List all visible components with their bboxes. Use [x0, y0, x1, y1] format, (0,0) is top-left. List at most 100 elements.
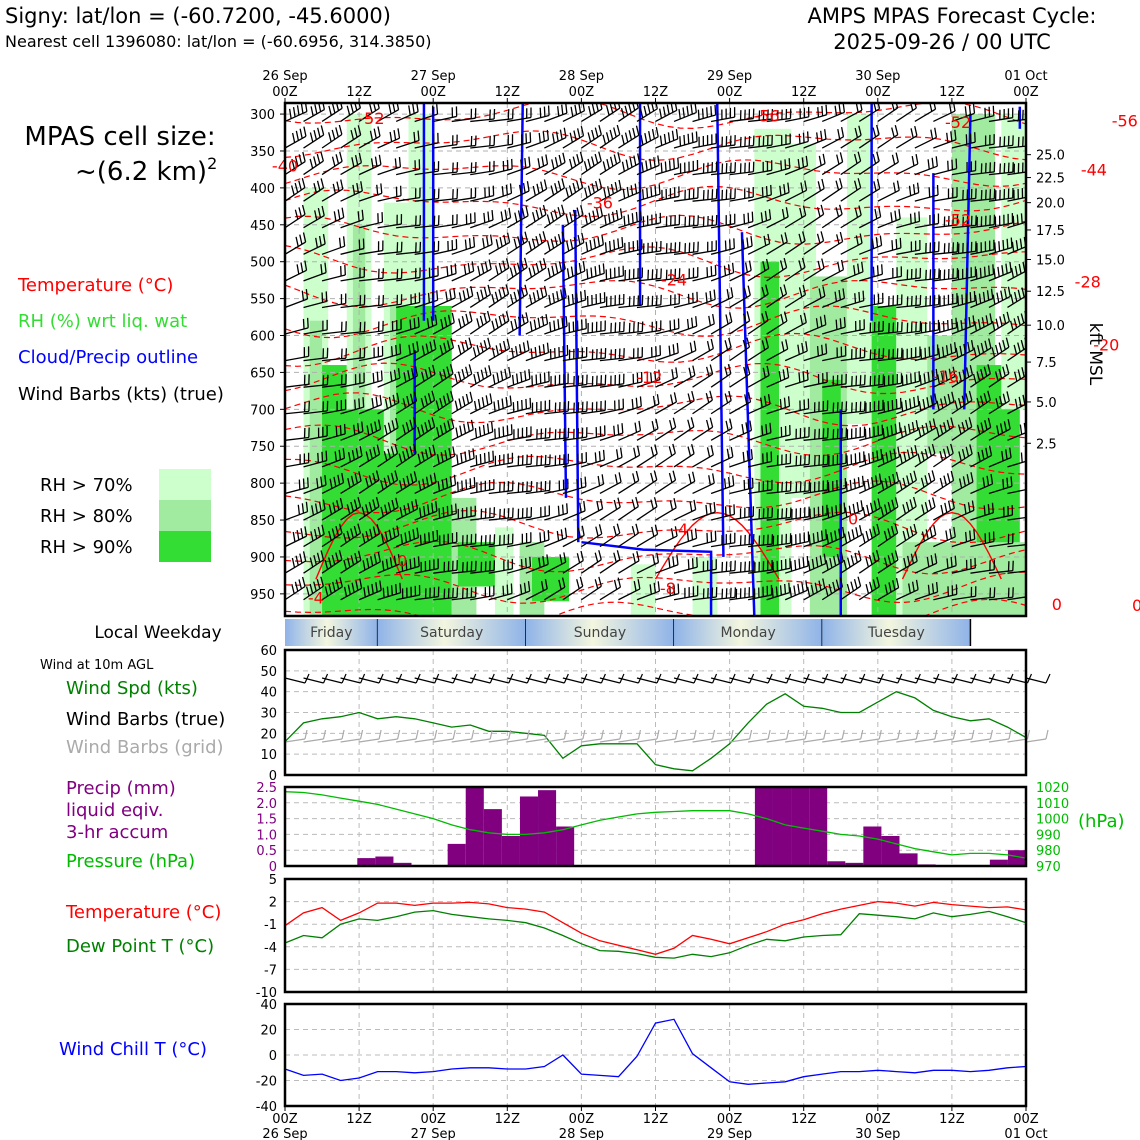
wind-barb-feather: [316, 153, 321, 164]
wind-barb-feather: [1006, 477, 1009, 488]
wind-barb-feather: [928, 499, 932, 510]
temp-contour-11: [285, 424, 1026, 457]
wind-barb-feather: [334, 451, 338, 462]
wind-barb-193: [470, 185, 495, 202]
wind-barb-feather: [396, 103, 400, 110]
wind-barb-588: [840, 576, 862, 601]
wind-barb-feather: [294, 182, 299, 193]
wind-barb-feather: [514, 318, 518, 329]
wind-barb-feather: [906, 449, 911, 460]
wind-barb-feather: [968, 104, 972, 115]
wind-barb-287: [562, 151, 584, 176]
wind-barb-feather: [436, 529, 439, 540]
wind-barb-232: [506, 205, 529, 229]
pressure-axis: 3003504004505005506006507007508008509009…: [250, 108, 285, 603]
wind-barb-feather: [389, 131, 393, 142]
wind-speed-line: [284, 690, 1027, 772]
wind-barb-719: [970, 531, 995, 548]
wind-barb-69: [340, 421, 364, 441]
wind-barb-feather: [502, 585, 505, 596]
wind-barb-feather: [917, 427, 922, 438]
wind-barb-432: [692, 473, 715, 495]
wind-barb-feather: [316, 552, 321, 563]
wind-barb-260: [525, 454, 551, 468]
wind-barb-feather: [765, 258, 770, 269]
wind-barb-feather: [454, 400, 459, 411]
wind-barb-feather: [954, 555, 957, 566]
wind-barb-162: [432, 364, 454, 388]
precip-bar-9: [447, 843, 466, 866]
grid-barb-feather: [674, 729, 679, 740]
wind-barb-feather: [320, 178, 325, 189]
wind-barb-466: [729, 364, 751, 388]
wind-barb-feather: [761, 286, 766, 297]
wind-barb-feather: [543, 179, 548, 190]
wind-barb-feather: [329, 478, 333, 489]
wind-barb-479: [747, 209, 772, 229]
wind-barb-feather: [313, 555, 317, 565]
wind-barb-feather: [522, 342, 526, 353]
grid-barb-17: [599, 729, 623, 743]
wind-barb-feather: [580, 477, 583, 488]
wind-barb-321: [581, 550, 602, 574]
wind-barb-feather: [314, 210, 318, 221]
wind-barb-73: [340, 523, 362, 548]
wind-barb-feather: [835, 505, 838, 516]
p-tick-label-0: 300: [250, 108, 275, 123]
wind-barb-feather: [1005, 364, 1010, 374]
wind-barb-740: [988, 587, 1014, 601]
wind-barb-115: [395, 130, 420, 149]
wind-barb-feather: [462, 396, 466, 406]
wind-barb-665: [933, 103, 956, 123]
wind-barb-feather: [310, 531, 314, 542]
wind-barb-feather: [1002, 478, 1005, 489]
wind-barb-feather: [1041, 341, 1043, 351]
wind-barb-feather: [839, 577, 844, 587]
wind-barb-feather: [502, 426, 505, 437]
wind-barb-561: [822, 373, 847, 388]
wind-barb-feather: [874, 475, 878, 486]
wind-barb-feather: [350, 129, 355, 140]
wind-barb-feather: [910, 553, 915, 564]
wind-barb-552: [821, 127, 845, 149]
wind-barb-feather: [969, 292, 972, 303]
wind-barb-417: [673, 585, 699, 601]
wind-barb-313: [581, 348, 607, 362]
wind-barb-feather: [335, 154, 340, 164]
wind-barb-feather: [526, 340, 530, 351]
wind-barb-feather: [861, 261, 864, 272]
cloud-line-7: [716, 103, 725, 557]
wind-barb-feather: [516, 262, 521, 273]
wind-barb-142: [414, 339, 437, 362]
wind-barb-feather: [670, 528, 674, 539]
wind-barb-445: [710, 312, 733, 335]
wind-barb-feather: [313, 129, 318, 140]
wind-barb-feather: [885, 452, 889, 463]
wind-barb-348: [618, 267, 644, 282]
wind-barb-feather: [511, 374, 515, 385]
temp-contour-9: [285, 362, 1026, 395]
wind-barb-feather: [1018, 263, 1022, 274]
wind-barb-feather: [436, 290, 439, 301]
wind-barb-548: [803, 529, 828, 548]
wind-barb-feather: [644, 133, 648, 143]
wind-barb-feather: [853, 153, 858, 164]
wind-barb-feather: [552, 292, 556, 303]
wind-barb-604: [858, 498, 881, 521]
wind-barb-feather: [815, 557, 819, 568]
wind-barb-61: [340, 209, 364, 229]
wind-barb-feather: [510, 424, 513, 435]
wind-barb-feather: [302, 318, 305, 329]
wind-barb-390: [655, 367, 678, 388]
wind-barb-feather: [386, 586, 389, 597]
wind-barb-feather: [616, 523, 621, 534]
wind-barb-435: [692, 559, 717, 574]
wind-barb-572: [840, 151, 862, 176]
wind-barb-736: [988, 476, 1013, 495]
wind-barb-feather: [990, 474, 994, 485]
wind-barb-458: [729, 161, 755, 176]
temp-label-18: 0: [1052, 595, 1062, 614]
wind-barb-feather: [1005, 263, 1008, 274]
precip-bar-34: [899, 853, 918, 866]
wind-barb-feather: [370, 423, 374, 434]
